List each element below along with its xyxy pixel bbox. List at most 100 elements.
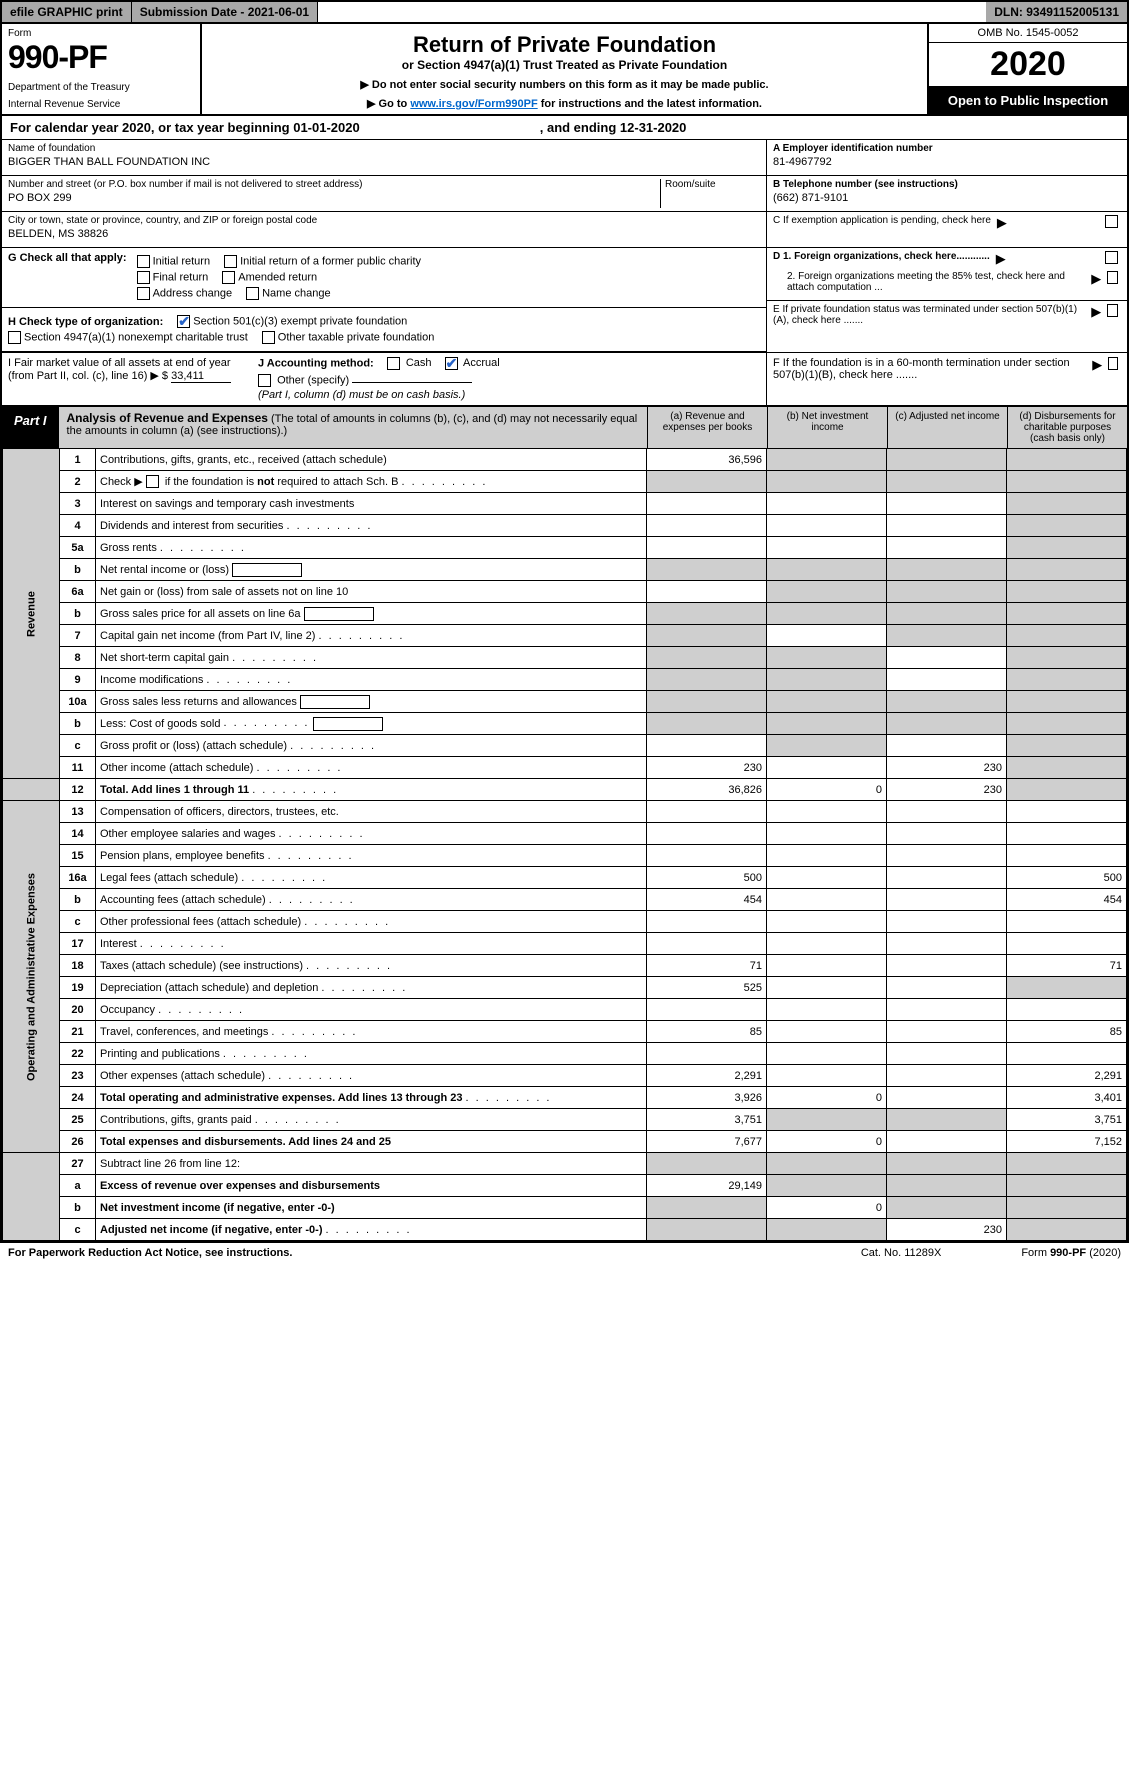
line-no: 5a [60,537,96,559]
cb-accrual[interactable] [445,357,458,370]
c-label: C If exemption application is pending, c… [773,215,991,231]
cb-cash[interactable] [387,357,400,370]
part-i-label: Part I [2,407,59,448]
page-footer: For Paperwork Reduction Act Notice, see … [0,1243,1129,1263]
col-b-header: (b) Net investment income [767,407,887,448]
line-27a-a: 29,149 [647,1175,767,1197]
line-1-a: 36,596 [647,449,767,471]
line-6a-desc: Net gain or (loss) from sale of assets n… [96,581,647,603]
cb-foreign-85[interactable] [1107,271,1118,284]
line-no: 9 [60,669,96,691]
g-name: Name change [262,287,331,299]
line-26-d: 7,152 [1007,1131,1127,1153]
line-no: 24 [60,1087,96,1109]
ein: 81-4967792 [773,156,1121,168]
line-12-a: 36,826 [647,779,767,801]
j-note: (Part I, column (d) must be on cash basi… [258,389,500,401]
line-23-d: 2,291 [1007,1065,1127,1087]
note2-pre: ▶ Go to [367,98,410,110]
col-c-header: (c) Adjusted net income [887,407,1007,448]
d2-label: 2. Foreign organizations meeting the 85%… [773,271,1085,293]
efile-print-button[interactable]: efile GRAPHIC print [2,2,132,22]
line-18-a: 71 [647,955,767,977]
dln: DLN: 93491152005131 [986,2,1127,22]
line-23-desc: Other expenses (attach schedule) [96,1065,647,1087]
part-i-header: Part I Analysis of Revenue and Expenses … [2,407,1127,448]
line-no: 6a [60,581,96,603]
line-27b-desc: Net investment income (if negative, ente… [96,1197,647,1219]
line-no: b [60,713,96,735]
line-24-b: 0 [767,1087,887,1109]
cb-amended[interactable] [222,271,235,284]
cb-address-change[interactable] [137,287,150,300]
cb-name-change[interactable] [246,287,259,300]
cb-initial-former[interactable] [224,255,237,268]
line-no: 1 [60,449,96,471]
line-10c-desc: Gross profit or (loss) (attach schedule) [96,735,647,757]
line-26-a: 7,677 [647,1131,767,1153]
line-no: 7 [60,625,96,647]
tel-label: B Telephone number (see instructions) [773,179,958,190]
line-27c-desc: Adjusted net income (if negative, enter … [96,1219,647,1241]
foundation-name-label: Name of foundation [8,143,760,154]
telephone: (662) 871-9101 [773,192,1121,204]
line-12-desc: Total. Add lines 1 through 11 [96,779,647,801]
line-16a-a: 500 [647,867,767,889]
cb-final-return[interactable] [137,271,150,284]
line-6b-desc: Gross sales price for all assets on line… [96,603,647,625]
instructions-link-row: ▶ Go to www.irs.gov/Form990PF for instru… [210,97,919,110]
part-i-table: Revenue 1 Contributions, gifts, grants, … [2,448,1127,1241]
foundation-name: BIGGER THAN BALL FOUNDATION INC [8,156,760,168]
paperwork-notice: For Paperwork Reduction Act Notice, see … [8,1247,292,1259]
line-18-d: 71 [1007,955,1127,977]
line-18-desc: Taxes (attach schedule) (see instruction… [96,955,647,977]
cb-60-month[interactable] [1108,357,1118,370]
h-label: H Check type of organization: [8,316,163,328]
line-no: 8 [60,647,96,669]
line-21-a: 85 [647,1021,767,1043]
form-title: Return of Private Foundation [210,32,919,58]
h-501c3: Section 501(c)(3) exempt private foundat… [193,315,407,327]
cb-exemption-pending[interactable] [1105,215,1118,228]
irs: Internal Revenue Service [8,99,194,110]
cb-4947[interactable] [8,331,21,344]
room-label: Room/suite [665,179,760,190]
line-27a-desc: Excess of revenue over expenses and disb… [96,1175,647,1197]
cb-initial-return[interactable] [137,255,150,268]
line-no: c [60,1219,96,1241]
cb-foreign-org[interactable] [1105,251,1118,264]
entity-info: Name of foundation BIGGER THAN BALL FOUN… [2,140,1127,353]
cal-year-begin: For calendar year 2020, or tax year begi… [10,120,360,135]
line-no: b [60,559,96,581]
line-27b-b: 0 [767,1197,887,1219]
line-5b-desc: Net rental income or (loss) [96,559,647,581]
cal-year-end: , and ending 12-31-2020 [540,120,687,135]
cb-status-terminated[interactable] [1107,304,1118,317]
line-no: 2 [60,471,96,493]
line-2-desc: Check ▶ if the foundation is not require… [96,471,647,493]
h-checks: H Check type of organization: Section 50… [2,308,766,352]
city: BELDEN, MS 38826 [8,228,760,240]
cell-shaded [767,449,887,471]
line-22-desc: Printing and publications [96,1043,647,1065]
line-1-desc: Contributions, gifts, grants, etc., rece… [96,449,647,471]
cb-other-taxable[interactable] [262,331,275,344]
ssn-warning: ▶ Do not enter social security numbers o… [210,78,919,91]
line-no: 15 [60,845,96,867]
instructions-link[interactable]: www.irs.gov/Form990PF [410,98,537,110]
form-label: Form [8,28,194,39]
line-no: 10a [60,691,96,713]
i-value: 33,411 [171,370,231,383]
line-no: 16a [60,867,96,889]
arrow-icon: ▶ [1092,357,1102,381]
line-11-a: 230 [647,757,767,779]
cb-other-method[interactable] [258,374,271,387]
line-no: 20 [60,999,96,1021]
cb-sch-b[interactable] [146,475,159,488]
cb-501c3[interactable] [177,315,190,328]
cell-shaded [887,449,1007,471]
g-checks: G Check all that apply: Initial return I… [2,248,766,308]
city-label: City or town, state or province, country… [8,215,760,226]
j-label: J Accounting method: [258,357,374,369]
arrow-icon: ▶ [1091,271,1101,293]
